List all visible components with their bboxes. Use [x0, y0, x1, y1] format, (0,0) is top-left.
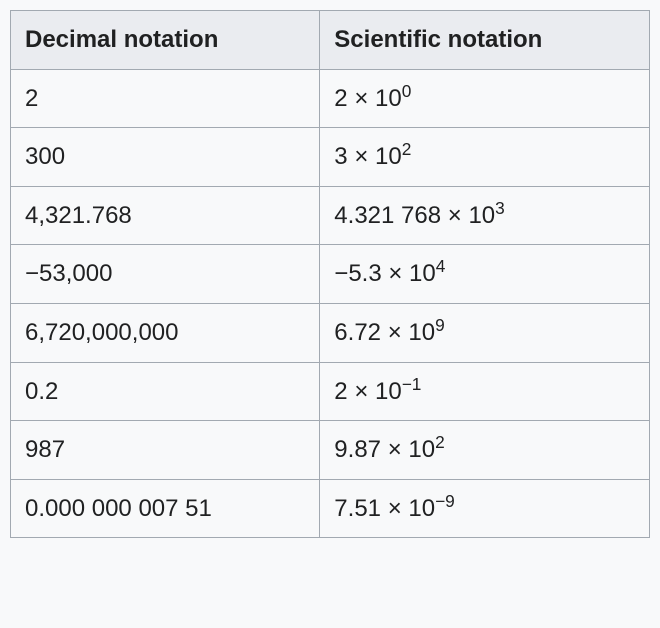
- table-row: 987 9.87 × 102: [11, 421, 650, 480]
- exponent: 0: [402, 81, 412, 101]
- multiply-symbol: ×: [388, 319, 402, 346]
- exponent: 9: [435, 315, 445, 335]
- scientific-cell: 9.87 × 102: [320, 421, 650, 480]
- base: 10: [375, 143, 402, 170]
- base: 10: [408, 495, 435, 522]
- base: 10: [408, 436, 435, 463]
- notation-table: Decimal notation Scientific notation 2 2…: [10, 10, 650, 538]
- base: 10: [468, 202, 495, 229]
- exponent: 4: [436, 256, 446, 276]
- multiply-symbol: ×: [388, 436, 402, 463]
- mantissa: 2: [334, 378, 347, 405]
- scientific-cell: 2 × 100: [320, 69, 650, 128]
- exponent: 3: [495, 198, 505, 218]
- mantissa: 9.87: [334, 436, 381, 463]
- exponent: −1: [402, 374, 422, 394]
- exponent: −9: [435, 491, 455, 511]
- table-row: −53,000 −5.3 × 104: [11, 245, 650, 304]
- table-row: 6,720,000,000 6.72 × 109: [11, 303, 650, 362]
- multiply-symbol: ×: [448, 202, 462, 229]
- mantissa: 3: [334, 143, 347, 170]
- decimal-cell: 2: [11, 69, 320, 128]
- multiply-symbol: ×: [354, 143, 368, 170]
- mantissa: 7.51: [334, 495, 381, 522]
- multiply-symbol: ×: [354, 378, 368, 405]
- table-row: 0.000 000 007 51 7.51 × 10−9: [11, 479, 650, 538]
- table-row: 300 3 × 102: [11, 128, 650, 187]
- table-row: 4,321.768 4.321 768 × 103: [11, 186, 650, 245]
- decimal-cell: 987: [11, 421, 320, 480]
- scientific-cell: 3 × 102: [320, 128, 650, 187]
- exponent: 2: [435, 432, 445, 452]
- column-header-scientific: Scientific notation: [320, 11, 650, 70]
- decimal-cell: 0.2: [11, 362, 320, 421]
- base: 10: [408, 319, 435, 346]
- table-body: 2 2 × 100 300 3 × 102 4,321.768 4.321 76…: [11, 69, 650, 538]
- column-header-decimal: Decimal notation: [11, 11, 320, 70]
- mantissa: 2: [334, 85, 347, 112]
- scientific-cell: −5.3 × 104: [320, 245, 650, 304]
- multiply-symbol: ×: [388, 260, 402, 287]
- scientific-cell: 6.72 × 109: [320, 303, 650, 362]
- decimal-cell: −53,000: [11, 245, 320, 304]
- base: 10: [375, 378, 402, 405]
- table-header-row: Decimal notation Scientific notation: [11, 11, 650, 70]
- mantissa: −5.3: [334, 260, 381, 287]
- base: 10: [375, 85, 402, 112]
- decimal-cell: 6,720,000,000: [11, 303, 320, 362]
- base: 10: [409, 260, 436, 287]
- decimal-cell: 0.000 000 007 51: [11, 479, 320, 538]
- scientific-cell: 7.51 × 10−9: [320, 479, 650, 538]
- table-row: 2 2 × 100: [11, 69, 650, 128]
- decimal-cell: 4,321.768: [11, 186, 320, 245]
- scientific-cell: 2 × 10−1: [320, 362, 650, 421]
- mantissa: 4.321 768: [334, 202, 441, 229]
- decimal-cell: 300: [11, 128, 320, 187]
- scientific-cell: 4.321 768 × 103: [320, 186, 650, 245]
- multiply-symbol: ×: [354, 85, 368, 112]
- mantissa: 6.72: [334, 319, 381, 346]
- table-row: 0.2 2 × 10−1: [11, 362, 650, 421]
- multiply-symbol: ×: [388, 495, 402, 522]
- exponent: 2: [402, 139, 412, 159]
